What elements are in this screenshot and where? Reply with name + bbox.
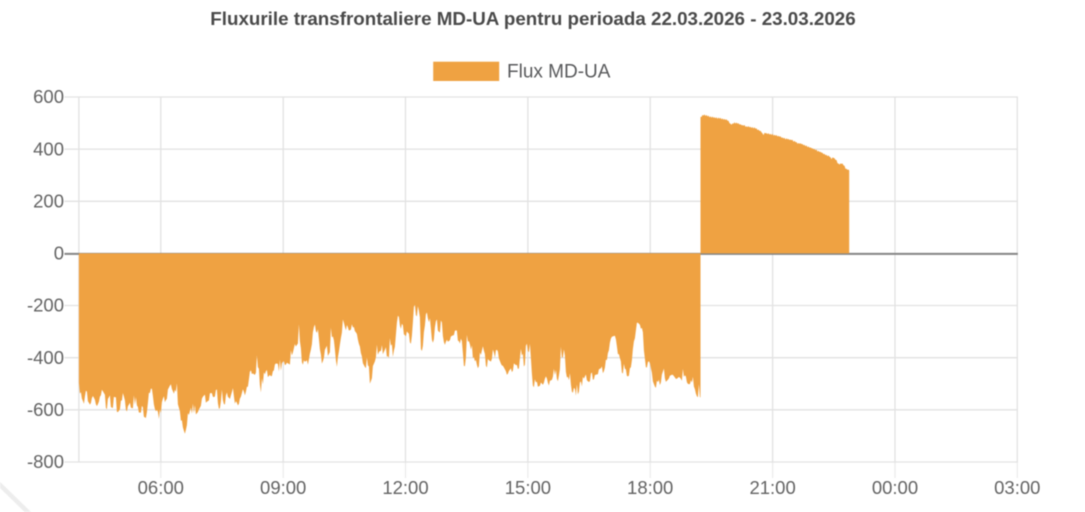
svg-text:-200: -200 xyxy=(27,295,64,316)
svg-text:-800: -800 xyxy=(27,451,64,472)
svg-text:21:00: 21:00 xyxy=(749,477,795,498)
svg-text:200: 200 xyxy=(33,191,64,212)
svg-text:12:00: 12:00 xyxy=(382,477,428,498)
svg-text:15:00: 15:00 xyxy=(505,477,551,498)
svg-text:Flux MD-UA: Flux MD-UA xyxy=(507,62,611,83)
svg-text:600: 600 xyxy=(33,86,64,107)
svg-text:18:00: 18:00 xyxy=(627,477,673,498)
svg-text:00:00: 00:00 xyxy=(872,477,918,498)
svg-text:-400: -400 xyxy=(27,347,64,368)
svg-text:-600: -600 xyxy=(27,399,64,420)
svg-text:09:00: 09:00 xyxy=(260,477,306,498)
svg-text:03:00: 03:00 xyxy=(994,477,1040,498)
svg-text:06:00: 06:00 xyxy=(138,477,184,498)
svg-text:400: 400 xyxy=(33,138,64,159)
svg-text:Fluxurile transfrontaliere MD-: Fluxurile transfrontaliere MD-UA pentru … xyxy=(210,8,855,29)
svg-text:0: 0 xyxy=(54,243,64,264)
